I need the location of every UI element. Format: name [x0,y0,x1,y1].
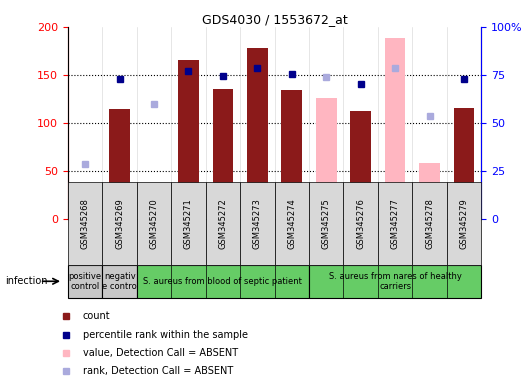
Text: GSM345279: GSM345279 [459,198,469,249]
Text: GSM345273: GSM345273 [253,198,262,249]
Text: positive
control: positive control [69,271,102,291]
Bar [103,265,137,298]
Bar [137,182,172,265]
Bar [453,109,474,219]
Bar [68,182,103,265]
Text: GSM345278: GSM345278 [425,198,434,249]
Bar [247,48,268,219]
Bar [178,61,199,219]
Bar [137,265,309,298]
Bar [281,90,302,219]
Text: GSM345275: GSM345275 [322,198,331,249]
Text: count: count [83,311,110,321]
Bar [172,182,206,265]
Bar [350,111,371,219]
Text: rank, Detection Call = ABSENT: rank, Detection Call = ABSENT [83,366,233,376]
Bar [212,89,233,219]
Bar [275,182,309,265]
Bar [75,207,96,219]
Bar [344,182,378,265]
Text: GSM345268: GSM345268 [81,198,90,249]
Bar [412,182,447,265]
Bar [309,265,481,298]
Text: negativ
e contro: negativ e contro [103,271,137,291]
Text: GSM345274: GSM345274 [287,198,297,249]
Text: GSM345277: GSM345277 [391,198,400,249]
Bar [240,182,275,265]
Bar [447,182,481,265]
Bar [419,163,440,219]
Bar [68,265,103,298]
Title: GDS4030 / 1553672_at: GDS4030 / 1553672_at [202,13,347,26]
Text: infection: infection [5,276,48,286]
Text: GSM345276: GSM345276 [356,198,365,249]
Bar [309,182,344,265]
Bar [316,98,337,219]
Bar [109,109,130,219]
Text: percentile rank within the sample: percentile rank within the sample [83,329,248,339]
Text: S. aureus from blood of septic patient: S. aureus from blood of septic patient [143,277,302,286]
Text: GSM345269: GSM345269 [115,198,124,249]
Text: S. aureus from nares of healthy
carriers: S. aureus from nares of healthy carriers [328,271,461,291]
Bar [385,38,405,219]
Text: GSM345272: GSM345272 [219,198,228,249]
Text: GSM345270: GSM345270 [150,198,158,249]
Bar [206,182,240,265]
Bar [378,182,412,265]
Text: value, Detection Call = ABSENT: value, Detection Call = ABSENT [83,348,238,358]
Text: GSM345271: GSM345271 [184,198,193,249]
Bar [103,182,137,265]
